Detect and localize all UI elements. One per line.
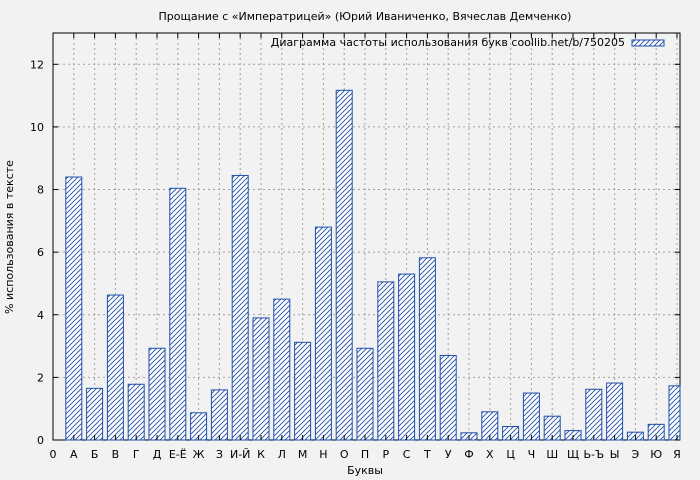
bar-О xyxy=(335,89,353,441)
x-tick-label: Н xyxy=(319,448,327,461)
x-tick-label: П xyxy=(361,448,369,461)
legend: Диаграмма частоты использования букв coo… xyxy=(271,36,665,49)
x-tick-label: В xyxy=(112,448,120,461)
bar-Л xyxy=(273,298,291,441)
x-tick-label: Г xyxy=(133,448,140,461)
x-tick-label: Ч xyxy=(528,448,536,461)
y-tick-label: 12 xyxy=(30,58,44,71)
bar-А xyxy=(65,176,83,441)
bar-Р xyxy=(377,281,395,441)
y-tick-label: 8 xyxy=(37,184,44,197)
y-tick-label: 10 xyxy=(30,121,44,134)
x-tick-label: 0 xyxy=(50,448,57,461)
bar-К xyxy=(252,317,270,441)
bar-Т xyxy=(418,257,436,441)
bar-Н xyxy=(314,226,332,441)
x-tick-label: Л xyxy=(278,448,286,461)
bar-Ч xyxy=(522,392,540,441)
bars xyxy=(65,89,681,441)
y-tick-label: 0 xyxy=(37,434,44,447)
bar-З xyxy=(210,389,228,441)
x-tick-label: М xyxy=(298,448,308,461)
x-tick-label: О xyxy=(340,448,349,461)
x-tick-label: Б xyxy=(91,448,99,461)
x-tick-label: Ь-Ъ xyxy=(583,448,604,461)
x-tick-label: Ю xyxy=(650,448,662,461)
x-tick-label: Ы xyxy=(610,448,620,461)
bar-Е-Ё xyxy=(169,187,187,441)
x-tick-label: Х xyxy=(486,448,494,461)
x-tick-label: Ф xyxy=(464,448,473,461)
chart-title: Прощание с «Императрицей» (Юрий Иваничен… xyxy=(159,10,572,23)
x-tick-label: Т xyxy=(423,448,431,461)
bar-И-Й xyxy=(231,174,249,441)
bar-Ы xyxy=(606,382,624,441)
x-tick-label: Д xyxy=(153,448,162,461)
y-tick-label: 4 xyxy=(37,309,44,322)
x-tick-label: А xyxy=(70,448,78,461)
bar-М xyxy=(294,341,312,441)
x-tick-label: Р xyxy=(382,448,389,461)
bar-Б xyxy=(86,387,104,441)
bar-С xyxy=(398,273,416,441)
x-tick-label: И-Й xyxy=(230,448,250,461)
bar-В xyxy=(106,294,124,441)
x-tick-label: Ж xyxy=(193,448,205,461)
x-tick-label: Я xyxy=(673,448,681,461)
y-tick-label: 2 xyxy=(37,371,44,384)
legend-label: Диаграмма частоты использования букв coo… xyxy=(271,36,625,49)
legend-swatch xyxy=(631,39,665,47)
y-tick-label: 6 xyxy=(37,246,44,259)
y-axis-label: % использования в тексте xyxy=(3,160,16,314)
bar-Ь-Ъ xyxy=(585,388,603,441)
x-tick-label: К xyxy=(257,448,265,461)
x-tick-label: Ш xyxy=(546,448,558,461)
x-axis-label: Буквы xyxy=(347,464,383,477)
bar-Г xyxy=(127,383,145,441)
x-tick-label: У xyxy=(445,448,452,461)
x-tick-label: Ц xyxy=(506,448,515,461)
bar-П xyxy=(356,347,374,441)
bar-У xyxy=(439,354,457,441)
x-tick-label: Щ xyxy=(567,448,579,461)
bar-Я xyxy=(668,385,681,441)
x-tick-label: Э xyxy=(632,448,640,461)
bar-Д xyxy=(148,347,166,441)
x-tick-label: С xyxy=(403,448,411,461)
x-tick-label: Е-Ё xyxy=(169,448,187,461)
x-tick-label: З xyxy=(216,448,223,461)
